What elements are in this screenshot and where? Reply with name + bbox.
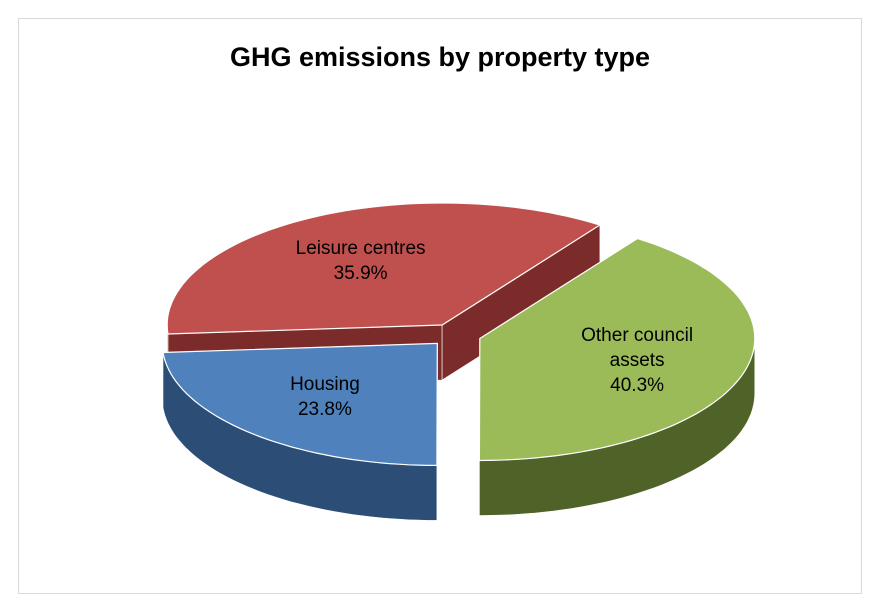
slice-category: Housing [290, 374, 360, 396]
slice [166, 202, 602, 335]
slice [478, 237, 756, 462]
slice-category: Other council assets [581, 325, 694, 372]
slice-value: 40.3% [610, 375, 665, 397]
slice-value: 23.8% [297, 399, 352, 421]
slice [162, 342, 438, 466]
data-label: Housing 23.8% [250, 372, 400, 422]
slice-value: 35.9% [333, 263, 388, 285]
data-label: Leisure centres 35.9% [286, 236, 436, 286]
data-label: Other council assets 40.3% [562, 323, 712, 398]
slice-category: Leisure centres [295, 238, 426, 260]
chart-title: GHG emissions by property type [229, 42, 651, 72]
